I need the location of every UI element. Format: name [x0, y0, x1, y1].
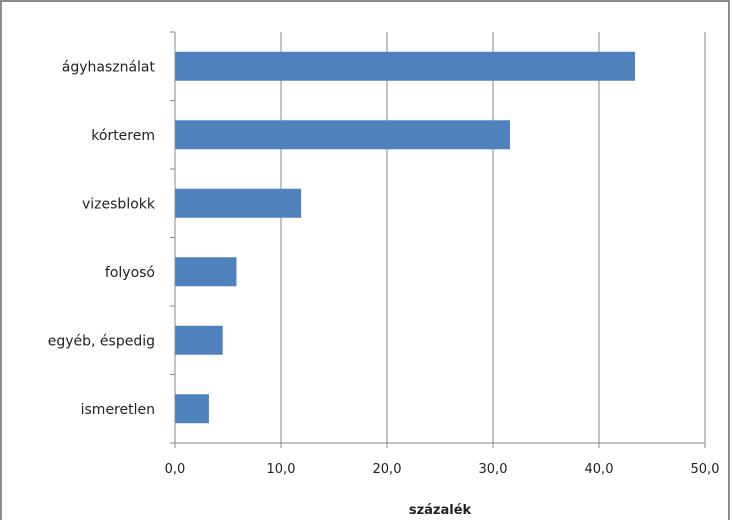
category-label: vizesblokk — [82, 196, 156, 212]
gridlines — [174, 32, 706, 448]
x-tick-label: 0,0 — [165, 462, 186, 477]
category-label: egyéb, éspedig — [48, 333, 155, 349]
x-tick-label: 30,0 — [479, 462, 508, 477]
bar — [175, 325, 223, 355]
axes — [170, 31, 705, 444]
bar — [175, 51, 636, 81]
category-label: ismeretlen — [81, 402, 155, 418]
x-axis-title: százalék — [409, 503, 472, 518]
bars — [175, 51, 636, 424]
category-labels: ágyhasználat kórterem vizesblokk folyosó egy… — [48, 59, 156, 418]
category-label: folyosó — [105, 265, 155, 281]
x-tick-label: 40,0 — [585, 462, 614, 477]
tick-labels: 0,0 10,0 20,0 30,0 40,0 50,0 — [165, 462, 720, 477]
category-label: kórterem — [91, 128, 155, 144]
bar — [175, 257, 237, 287]
category-label: ágyhasználat — [62, 59, 156, 75]
bar — [175, 120, 510, 150]
bar — [175, 188, 302, 218]
bar — [175, 394, 209, 424]
x-tick-label: 20,0 — [373, 462, 402, 477]
x-tick-label: 50,0 — [691, 462, 720, 477]
x-tick-label: 10,0 — [267, 462, 296, 477]
